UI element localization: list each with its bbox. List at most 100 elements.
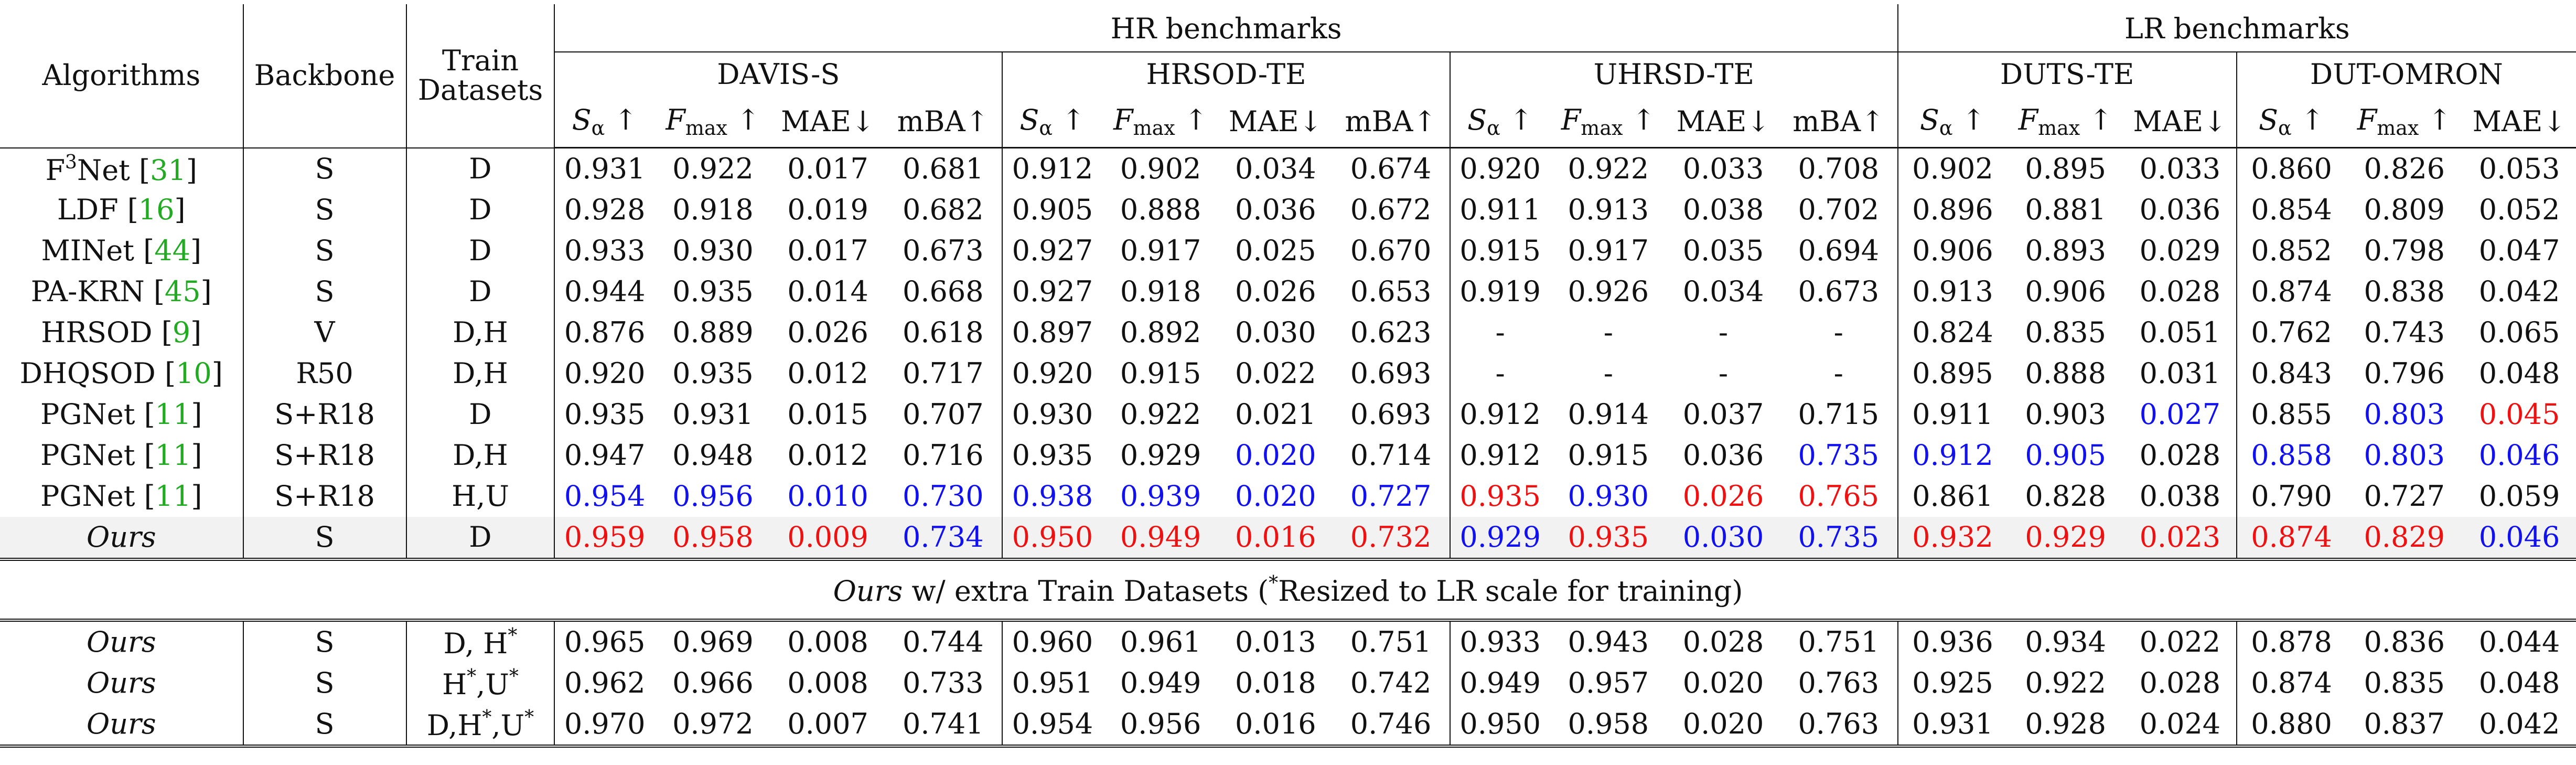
metric-value: 0.653	[1332, 271, 1451, 312]
citation-link[interactable]: 10	[176, 357, 212, 390]
metric-value: 0.037	[1682, 398, 1764, 431]
metric-value: 0.922	[2025, 666, 2106, 699]
algorithm-name: DHQSOD [10]	[0, 353, 244, 394]
metric-value: 0.046	[2463, 517, 2576, 559]
metric-value: 0.928	[2007, 704, 2124, 748]
metric-value: 0.031	[2124, 353, 2237, 394]
metric-value: 0.021	[1235, 398, 1316, 431]
metric-header-f: Fmax ↑	[2346, 97, 2463, 148]
metric-value: 0.838	[2364, 275, 2445, 308]
metric-value: 0.911	[1912, 398, 1993, 431]
metric-value: 0.960	[1012, 625, 1093, 658]
citation-link[interactable]: 16	[138, 193, 175, 226]
metric-header-s: Sα ↑	[1450, 97, 1550, 148]
metric-value: 0.929	[2007, 517, 2124, 559]
metric-value: 0.893	[2025, 234, 2106, 267]
backbone-cell: S	[243, 271, 407, 312]
algorithm-name: LDF [16]	[0, 189, 244, 230]
citation-link[interactable]: 45	[164, 275, 201, 308]
metric-value: 0.727	[1332, 476, 1451, 517]
train-datasets-cell: H,U	[406, 476, 555, 517]
metric-value: 0.013	[1235, 625, 1316, 658]
table-row: Ours S D, H* 0.965 0.969 0.008 0.744 0.960 0.961…	[0, 620, 2576, 663]
train-datasets-cell: D	[406, 147, 555, 189]
backbone-cell: S	[243, 230, 407, 271]
metric-value: 0.035	[1682, 234, 1764, 267]
metric-value: 0.915	[1459, 234, 1541, 267]
metric-value: 0.949	[1120, 666, 1201, 699]
metric-value: 0.674	[1332, 147, 1451, 189]
algorithm-name: Ours	[0, 517, 244, 559]
metric-value: 0.008	[787, 625, 868, 658]
metric-value: -	[1779, 353, 1898, 394]
metric-value: 0.012	[787, 439, 868, 472]
citation-link[interactable]: 11	[155, 480, 191, 513]
table-row: Ours S H*,U* 0.962 0.966 0.008 0.733 0.951 0.949…	[0, 663, 2576, 704]
metric-value: 0.935	[672, 357, 754, 390]
metric-value: 0.743	[2364, 316, 2445, 349]
metric-value: 0.751	[1332, 620, 1451, 663]
metric-value: 0.020	[1667, 704, 1780, 748]
metric-header-mae: MAE↓	[771, 97, 885, 148]
metric-value: 0.765	[1779, 476, 1898, 517]
citation-link[interactable]: 44	[154, 234, 190, 267]
citation-link[interactable]: 11	[155, 439, 191, 472]
metric-value: 0.796	[2364, 357, 2445, 390]
metric-header-mba: mBA↑	[884, 97, 1003, 148]
metric-value: 0.950	[1450, 704, 1550, 748]
header-algorithms: Algorithms	[0, 4, 244, 148]
metric-value: 0.922	[672, 152, 754, 185]
backbone-cell: S+R18	[243, 476, 407, 517]
algorithm-name: PGNet [11]	[0, 476, 244, 517]
metric-value: 0.028	[2124, 663, 2237, 704]
metric-value: 0.668	[884, 271, 1003, 312]
metric-value: 0.809	[2364, 193, 2445, 226]
train-datasets-cell: D,H	[406, 435, 555, 476]
citation-link[interactable]: 31	[150, 153, 186, 187]
algorithm-name: F3Net [31]	[0, 147, 244, 189]
metric-value: 0.026	[1235, 275, 1316, 308]
algorithm-name: PA-KRN [45]	[0, 271, 244, 312]
metric-value: 0.874	[2236, 517, 2346, 559]
metric-value: 0.972	[654, 704, 771, 748]
metric-value: 0.824	[1912, 316, 1993, 349]
metric-header-mba: mBA↑	[1779, 97, 1898, 148]
metric-value: 0.912	[1912, 439, 1993, 472]
metric-value: 0.042	[2478, 275, 2560, 308]
metric-value: 0.947	[564, 439, 646, 472]
metric-value: 0.048	[2478, 666, 2560, 699]
metric-value: 0.954	[1002, 704, 1102, 748]
metric-value: 0.956	[1102, 704, 1219, 748]
metric-value: 0.020	[1235, 480, 1316, 513]
metric-value: 0.033	[2124, 147, 2237, 189]
metric-value: 0.022	[2124, 620, 2237, 663]
metric-value: 0.028	[2124, 435, 2237, 476]
metric-value: 0.959	[554, 517, 655, 559]
metric-value: 0.903	[2025, 398, 2106, 431]
metric-value: 0.020	[1682, 666, 1764, 699]
metric-value: 0.029	[2124, 230, 2237, 271]
metric-value: 0.861	[1912, 480, 1993, 513]
table-row: PA-KRN [45] S D 0.944 0.935 0.014 0.668 0.927 0.…	[0, 271, 2576, 312]
metric-value: 0.623	[1332, 312, 1451, 353]
metric-value: 0.918	[672, 193, 754, 226]
algorithm-name: Ours	[0, 663, 244, 704]
metric-value: 0.930	[1012, 398, 1093, 431]
metric-value: 0.790	[2251, 480, 2332, 513]
metric-value: 0.708	[1779, 147, 1898, 189]
citation-link[interactable]: 11	[155, 398, 191, 431]
metric-value: 0.702	[1779, 189, 1898, 230]
metric-header-f: Fmax ↑	[2007, 97, 2124, 148]
metric-value: 0.913	[1912, 275, 1993, 308]
metric-value: 0.672	[1332, 189, 1451, 230]
citation-link[interactable]: 9	[172, 316, 191, 349]
algorithm-name: Ours	[0, 704, 244, 748]
metric-value: 0.036	[2124, 189, 2237, 230]
metric-value: 0.906	[2025, 275, 2106, 308]
metric-value: 0.902	[1120, 152, 1201, 185]
train-datasets-cell: D,H	[406, 353, 555, 394]
metric-value: 0.012	[787, 357, 868, 390]
backbone-cell: S	[243, 620, 407, 663]
metric-value: 0.874	[2251, 666, 2332, 699]
metric-value: 0.008	[787, 666, 868, 699]
